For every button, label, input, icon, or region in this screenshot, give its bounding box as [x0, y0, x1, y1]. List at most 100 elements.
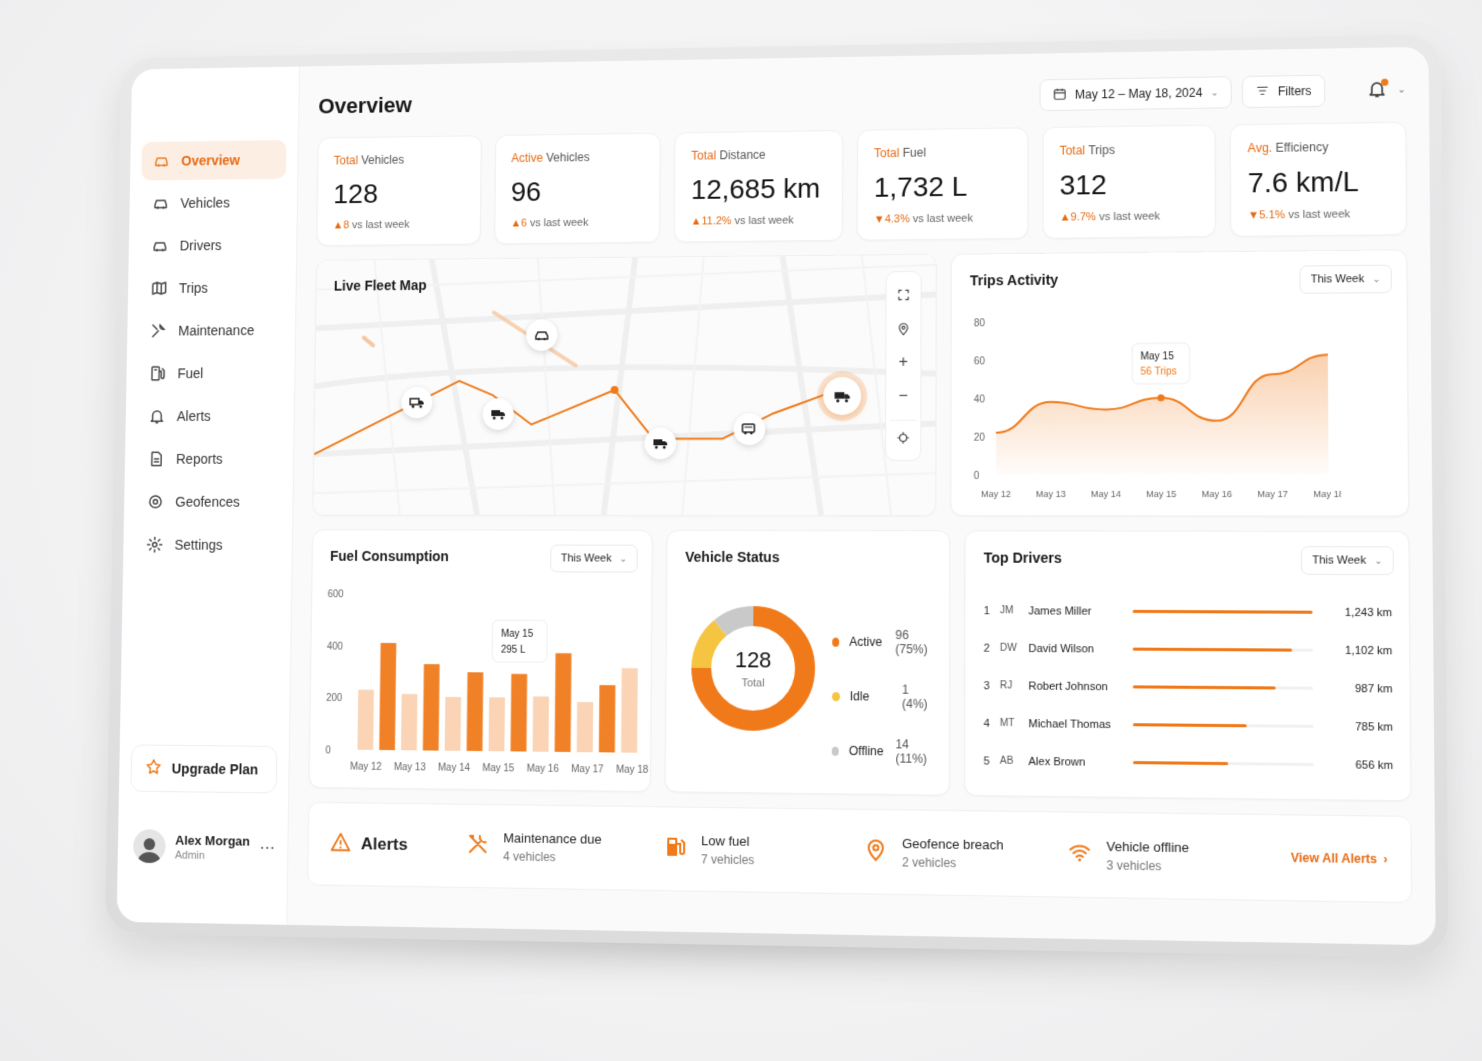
driver-name: Michael Thomas	[1028, 718, 1126, 731]
driver-row[interactable]: 4 MT Michael Thomas 785 km	[984, 705, 1394, 747]
more-options-icon[interactable]: ⋯	[259, 838, 276, 858]
sidebar-item-drivers[interactable]: Drivers	[140, 225, 285, 265]
alert-count: 4 vehicles	[503, 849, 601, 865]
fuel-tooltip-date: May 15	[501, 629, 534, 640]
zoom-in-icon[interactable]: +	[890, 346, 916, 380]
sidebar-item-vehicles[interactable]: Vehicles	[141, 183, 286, 223]
fuel-bar[interactable]	[599, 685, 616, 752]
fuel-bar[interactable]	[423, 664, 440, 751]
bottom-cards-row: Fuel Consumption This Week ⌄ 0 200 400 600 M…	[309, 529, 1412, 801]
top-bar: Overview May 12 – May 18, 2024 ⌄ Filters	[318, 71, 1406, 124]
sidebar-item-label: Geofences	[175, 494, 240, 510]
vehicle-marker[interactable]	[644, 427, 676, 459]
sidebar-item-label: Reports	[176, 451, 223, 467]
kpi-label-rest: Efficiency	[1272, 140, 1328, 155]
fuel-consumption-title: Fuel Consumption	[330, 548, 449, 564]
driver-row[interactable]: 3 RJ Robert Johnson 987 km	[984, 667, 1393, 708]
donut-slice-offline[interactable]	[720, 616, 753, 628]
trips-highlight-point[interactable]	[1157, 394, 1164, 401]
vehicle-status-title: Vehicle Status	[685, 549, 779, 565]
fuel-bar[interactable]	[401, 694, 417, 750]
sidebar-item-label: Fuel	[177, 365, 203, 381]
recenter-icon[interactable]	[890, 420, 916, 454]
trend-arrow-icon: ▲	[1059, 211, 1070, 223]
sidebar-item-maintenance[interactable]: Maintenance	[138, 311, 284, 351]
location-pin-icon	[864, 837, 888, 867]
legend-item: Active 96 (75%)	[832, 628, 933, 657]
fuel-bar[interactable]	[379, 643, 396, 750]
alert-text: Vehicle offline 3 vehicles	[1106, 838, 1189, 873]
fuel-bar[interactable]	[533, 696, 549, 751]
alert-item[interactable]: Vehicle offline 3 vehicles	[1067, 838, 1274, 875]
kpi-card[interactable]: Total Vehicles 128 ▲8 vs last week	[316, 135, 481, 246]
account-chevron-icon[interactable]: ⌄	[1397, 84, 1406, 95]
driver-row[interactable]: 2 DW David Wilson 1,102 km	[984, 629, 1393, 669]
sidebar-item-trips[interactable]: Trips	[139, 268, 285, 308]
notification-bell-icon[interactable]	[1366, 79, 1389, 102]
kpi-card[interactable]: Total Trips 312 ▲9.7% vs last week	[1042, 125, 1216, 239]
kpi-delta: ▼5.1% vs last week	[1248, 208, 1389, 222]
alert-item[interactable]: Low fuel 7 vehicles	[663, 832, 864, 868]
kpi-delta-value: 9.7%	[1071, 211, 1096, 223]
kpi-delta-suffix: vs last week	[910, 213, 973, 226]
driver-name: David Wilson	[1028, 642, 1126, 655]
chevron-down-icon: ⌄	[1372, 273, 1380, 284]
sidebar-item-reports[interactable]: Reports	[136, 439, 282, 478]
fuel-bar[interactable]	[555, 653, 572, 752]
kpi-card[interactable]: Active Vehicles 96 ▲6 vs last week	[494, 133, 661, 245]
fuel-pump-icon	[663, 834, 687, 864]
driver-distance: 785 km	[1330, 720, 1393, 733]
fuel-bar[interactable]	[511, 674, 528, 752]
fuel-bar[interactable]	[489, 697, 505, 751]
driver-row[interactable]: 5 AB Alex Brown 656 km	[983, 742, 1393, 784]
fuel-bar[interactable]	[467, 672, 484, 751]
driver-row[interactable]: 1 JM James Miller 1,243 km	[984, 592, 1393, 632]
upgrade-plan-button[interactable]: Upgrade Plan	[130, 744, 277, 793]
zoom-out-icon[interactable]: −	[890, 380, 916, 414]
fuel-period-select[interactable]: This Week ⌄	[550, 545, 638, 573]
sidebar-item-geofences[interactable]: Geofences	[135, 482, 281, 521]
kpi-label: Total Trips	[1059, 142, 1198, 158]
trips-x-tick: May 17	[1257, 489, 1288, 499]
driver-initials: DW	[1000, 643, 1029, 654]
fullscreen-icon[interactable]	[890, 278, 916, 312]
sidebar: Overview Vehicles Drivers Trips Maintenance F…	[117, 67, 300, 925]
kpi-card[interactable]: Avg. Efficiency 7.6 km/L ▼5.1% vs last wee…	[1230, 122, 1407, 237]
donut-slice-idle[interactable]	[701, 628, 720, 668]
alert-item[interactable]: Maintenance due 4 vehicles	[466, 829, 663, 865]
user-profile[interactable]: Alex Morgan Admin ⋯	[133, 829, 276, 865]
fuel-bar[interactable]	[445, 697, 461, 751]
fuel-bar[interactable]	[577, 702, 593, 752]
fuel-bar[interactable]	[621, 668, 638, 753]
fuel-bar[interactable]	[357, 690, 373, 750]
kpi-delta-value: 11.2%	[701, 215, 731, 227]
trips-activity-card: Trips Activity This Week ⌄ 0 20 40 60 80 May …	[950, 249, 1409, 516]
sidebar-item-settings[interactable]: Settings	[134, 525, 280, 564]
driver-distance: 656 km	[1330, 759, 1393, 772]
top-drivers-title: Top Drivers	[984, 550, 1062, 566]
wrench-icon	[150, 322, 167, 340]
kpi-card[interactable]: Total Distance 12,685 km ▲11.2% vs last we…	[674, 130, 843, 243]
sidebar-item-fuel[interactable]: Fuel	[138, 353, 284, 393]
date-range-picker[interactable]: May 12 – May 18, 2024 ⌄	[1040, 76, 1232, 111]
legend-dot	[832, 637, 839, 646]
selected-vehicle-marker[interactable]	[823, 377, 861, 415]
bell-icon	[148, 407, 165, 425]
location-pin-icon[interactable]	[890, 312, 916, 346]
driver-distance-bar	[1133, 685, 1276, 689]
sidebar-item-alerts[interactable]: Alerts	[137, 396, 283, 435]
vehicle-marker[interactable]	[733, 413, 765, 445]
kpi-value: 312	[1059, 168, 1198, 202]
trips-x-tick: May 14	[1091, 489, 1121, 499]
sidebar-item-overview[interactable]: Overview	[141, 140, 286, 181]
sidebar-item-label: Alerts	[177, 408, 211, 424]
filters-button[interactable]: Filters	[1242, 75, 1325, 108]
drivers-period-select[interactable]: This Week ⌄	[1301, 546, 1394, 575]
kpi-delta-suffix: vs last week	[1285, 208, 1350, 221]
alert-name: Vehicle offline	[1106, 838, 1189, 855]
view-all-alerts-link[interactable]: View All Alerts ›	[1291, 851, 1388, 867]
alert-item[interactable]: Geofence breach 2 vehicles	[864, 835, 1068, 872]
kpi-card[interactable]: Total Fuel 1,732 L ▼4.3% vs last week	[857, 127, 1028, 240]
legend-name: Idle	[850, 689, 902, 704]
trips-period-select[interactable]: This Week ⌄	[1299, 265, 1392, 294]
